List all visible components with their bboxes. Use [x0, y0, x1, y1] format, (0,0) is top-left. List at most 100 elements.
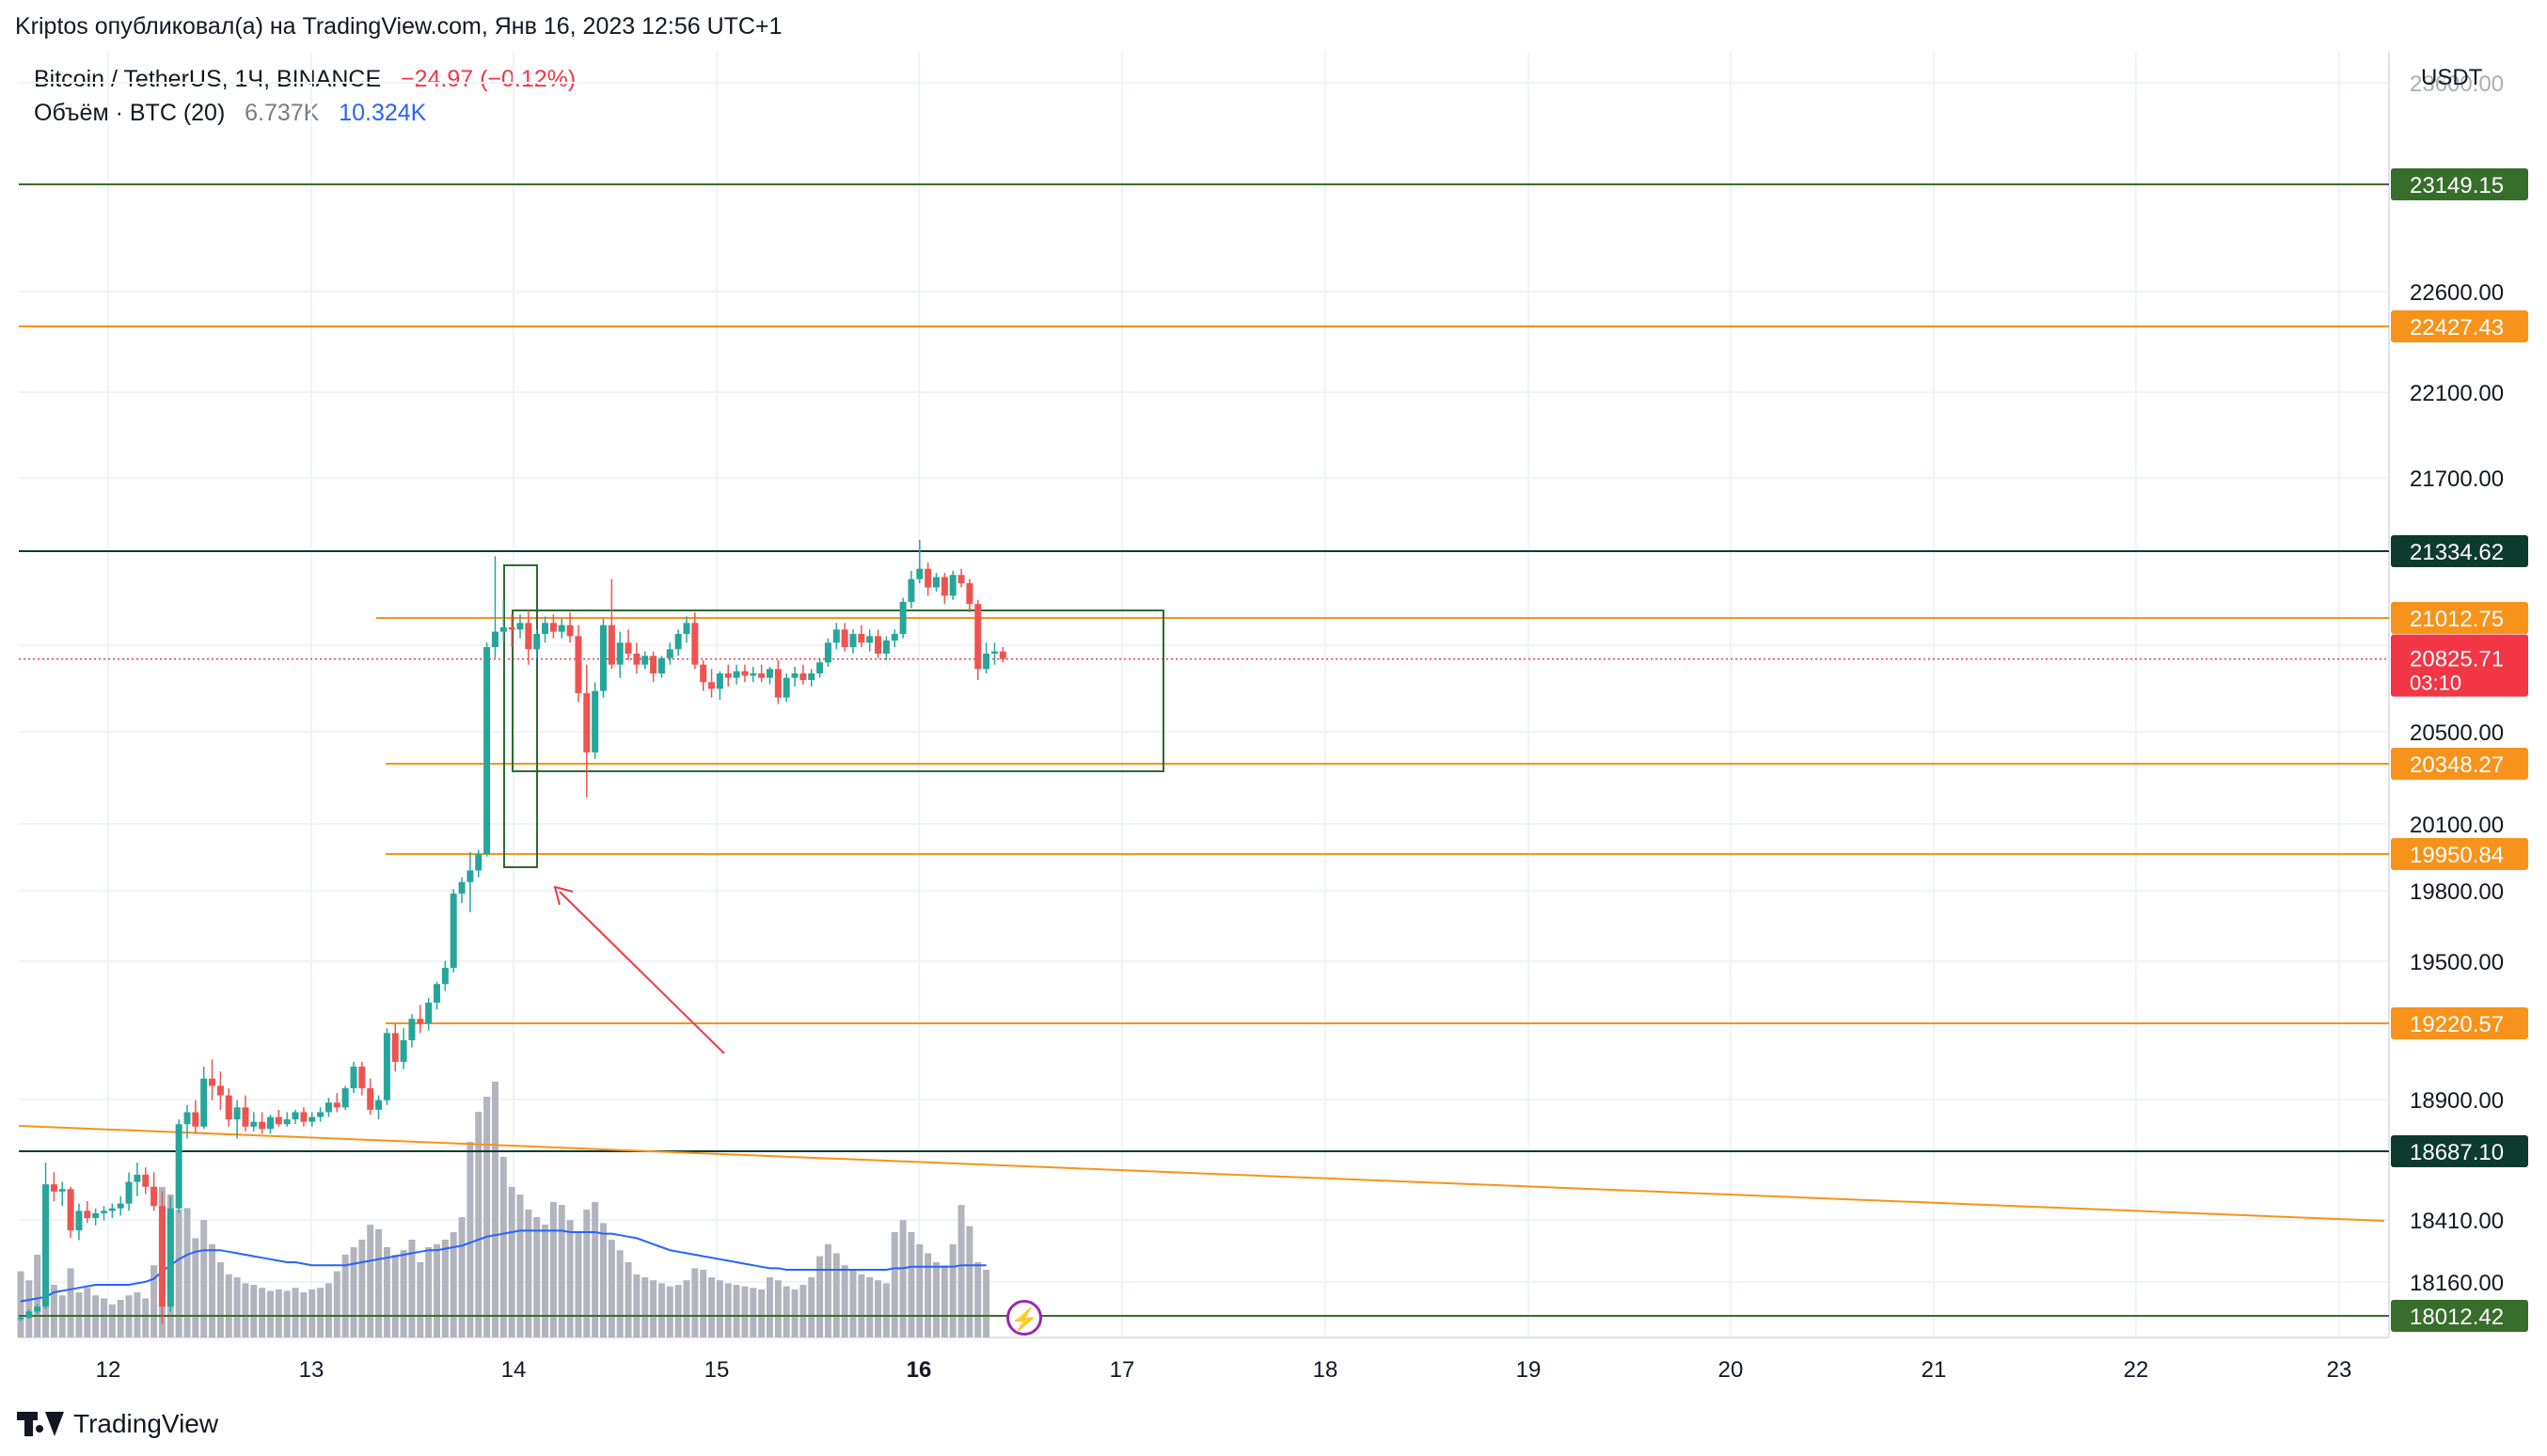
volume-bar [200, 1220, 208, 1337]
candle-body [824, 642, 831, 663]
volume-bar [816, 1256, 824, 1337]
volume-bar [941, 1265, 948, 1337]
candle-body [774, 669, 782, 698]
candle-body [292, 1112, 299, 1120]
price-level-tag [2391, 602, 2528, 634]
candle-body [683, 623, 690, 634]
candle-body [941, 577, 948, 596]
candle-body [142, 1174, 150, 1187]
volume-bar [434, 1243, 440, 1337]
candle-body [933, 577, 940, 588]
price-level-label: 21012.75 [2410, 607, 2504, 632]
candle-body [233, 1107, 241, 1120]
price-level-tag [2391, 310, 2528, 342]
chart-legend: Bitcoin / TetherUS, 1Ч, BINANCE −24.97 (… [34, 62, 576, 130]
volume-bar [724, 1283, 732, 1337]
volume-indicator-label[interactable]: Объём · BTC (20) [34, 100, 226, 126]
price-tick-label: 18410.00 [2410, 1209, 2504, 1234]
candle-body [957, 575, 965, 584]
symbol-title[interactable]: Bitcoin / TetherUS, 1Ч, BINANCE [34, 66, 382, 92]
candle-body [267, 1116, 274, 1130]
price-level-tag [2391, 1007, 2528, 1039]
candle-body [832, 629, 840, 643]
volume-bar [324, 1283, 332, 1337]
volume-bar [400, 1250, 407, 1337]
candle-body [990, 651, 998, 654]
volume-bar [108, 1304, 116, 1337]
candle-body [225, 1095, 232, 1120]
lightning-icon[interactable]: ⚡ [1006, 1300, 1042, 1336]
volume-bar [908, 1232, 915, 1337]
volume-bar [458, 1217, 466, 1337]
volume-bar [192, 1238, 199, 1337]
publish-info: Kriptos опубликовал(а) на TradingView.co… [15, 13, 783, 40]
volume-bar [475, 1112, 483, 1337]
volume-bar [774, 1280, 782, 1337]
volume-bar [499, 1157, 507, 1337]
candle-body [849, 633, 857, 647]
candle-body [150, 1186, 158, 1207]
volume-bar [259, 1288, 266, 1337]
candle-body [708, 682, 716, 689]
volume-bar [358, 1240, 366, 1337]
current-price-tag [2391, 634, 2528, 697]
price-tick-label: 19800.00 [2410, 879, 2504, 905]
candle-body [916, 568, 924, 579]
volume-bar [641, 1277, 649, 1337]
volume-bar [925, 1253, 932, 1337]
volume-bar [383, 1247, 390, 1337]
candle-body [350, 1067, 357, 1088]
candle-body [716, 673, 723, 689]
volume-bar [350, 1247, 357, 1337]
price-change: −24.97 (−0.12%) [400, 66, 577, 92]
chart-grid [19, 52, 2390, 1338]
volume-bar [225, 1274, 232, 1337]
candle-body [375, 1100, 383, 1110]
volume-bar [633, 1274, 641, 1337]
candle-body [50, 1184, 57, 1192]
candle-body [242, 1107, 249, 1127]
candle-body [58, 1189, 66, 1192]
candle-body [741, 671, 749, 676]
range-boxes [503, 564, 1164, 868]
volume-bar [417, 1262, 424, 1337]
candle-body [508, 626, 515, 630]
price-level-tag [2391, 748, 2528, 780]
candle-body [183, 1112, 191, 1125]
candle-body [666, 649, 673, 658]
volume-bar [425, 1247, 433, 1337]
candle-body [491, 631, 498, 647]
consolidation-box [512, 609, 1164, 772]
volume-bar [625, 1262, 632, 1337]
volume-bar [317, 1288, 324, 1337]
volume-bar [875, 1280, 882, 1337]
volume-bar [733, 1285, 740, 1337]
candle-body [333, 1102, 340, 1108]
volume-bar [916, 1243, 924, 1337]
time-tick-label: 16 [907, 1357, 932, 1383]
volume-ma-value: 10.324K [339, 100, 427, 126]
candle-body [17, 1317, 24, 1320]
price-tick-label: 23600.00 [2410, 71, 2504, 97]
candle-body [25, 1311, 33, 1318]
candle-body [974, 604, 982, 670]
candle-body [583, 692, 591, 752]
candle-body [608, 625, 615, 665]
volume-bar [34, 1255, 41, 1337]
candle-body [101, 1211, 107, 1213]
candle-body [533, 633, 541, 650]
volume-bar [308, 1289, 316, 1337]
volume-bar [575, 1232, 582, 1337]
volume-bar [691, 1268, 699, 1337]
price-level-tag [2391, 1300, 2528, 1332]
volume-bar [966, 1226, 973, 1337]
candle-body [674, 633, 682, 650]
volume-bar [549, 1202, 557, 1337]
candle-body [34, 1306, 41, 1312]
volume-bar [824, 1243, 831, 1337]
volume-value: 6.737K [245, 100, 320, 126]
time-tick-label: 19 [1516, 1357, 1542, 1383]
volume-bar [150, 1265, 158, 1337]
volume-bar [542, 1225, 549, 1337]
